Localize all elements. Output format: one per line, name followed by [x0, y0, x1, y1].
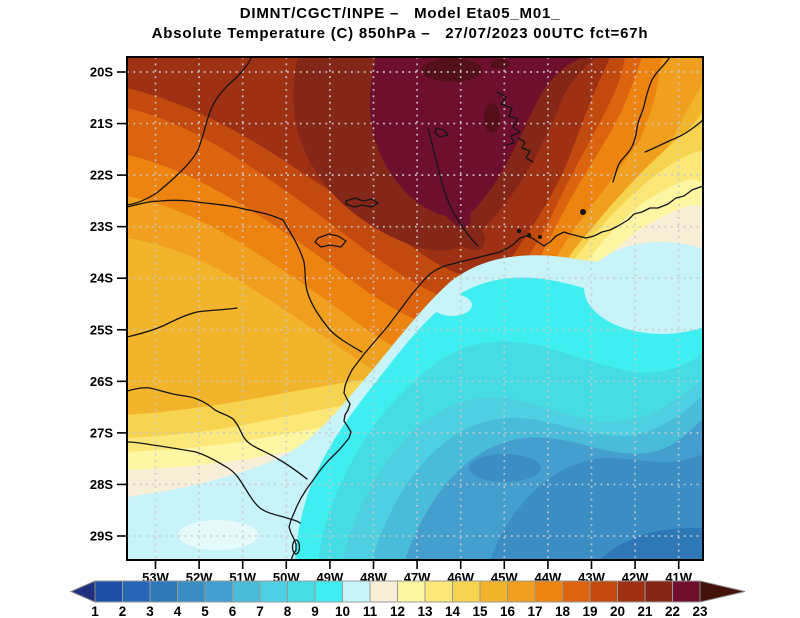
colorbar-cell	[149, 580, 178, 603]
coastal-island-1	[516, 228, 522, 234]
colorbar-right-arrow	[699, 580, 746, 603]
state-border-sc-rs	[127, 441, 301, 524]
colorbar-cell	[177, 580, 206, 603]
colorbar-cell	[617, 580, 646, 603]
colorbar-cell	[369, 580, 398, 603]
colorbar-tick-label: 10	[335, 604, 350, 618]
colorbar-legend: 1 2 3 4 5 6 7 8 9 10 11 12 13 14 15 16 17 18 19 20 21 22 23	[69, 580, 746, 618]
colorbar-tick-label: 6	[229, 604, 237, 618]
colorbar-cell	[589, 580, 618, 603]
colorbar-tick-label: 13	[417, 604, 433, 618]
colorbar-tick-label: 3	[146, 604, 154, 618]
colorbar-tick-label: 18	[555, 604, 571, 618]
colorbar-tick-label: 19	[582, 604, 597, 618]
coastal-light-patch	[178, 520, 258, 550]
temp-band-22-core	[369, 57, 583, 228]
small-lake	[434, 127, 449, 138]
lat-label: 26S	[90, 374, 113, 389]
lat-label: 29S	[90, 528, 113, 543]
colorbar-tick-label: 15	[472, 604, 488, 618]
map-frame	[126, 56, 704, 561]
state-border-es	[644, 119, 703, 153]
colorbar-tick-label: 7	[256, 604, 264, 618]
geography-lines	[127, 57, 703, 560]
coastal-lagoon	[580, 209, 586, 215]
lat-lon-grid	[127, 57, 703, 560]
temp-hotspot-1	[422, 58, 482, 82]
colorbar-tick-label: 4	[174, 604, 182, 618]
colorbar-tick-label: 16	[500, 604, 516, 618]
colorbar-cell	[94, 580, 123, 603]
reservoir-sp-1	[345, 197, 379, 208]
colorbar-tick-label: 20	[610, 604, 625, 618]
state-border-sp-mg-rj	[427, 127, 479, 247]
coastal-island-3	[538, 235, 542, 239]
title-line-1: DIMNT/CGCT/INPE – Model Eta05_M01_	[239, 5, 561, 22]
state-border-sp-pr	[127, 199, 363, 353]
colorbar-cell	[314, 580, 343, 603]
lat-label: 25S	[90, 322, 113, 337]
state-border-pr-sc	[127, 387, 308, 480]
colorbar-tick-label: 12	[390, 604, 405, 618]
temp-band-3	[600, 528, 703, 560]
colorbar-tick-label: 11	[363, 604, 378, 618]
temp-hotspot-2	[490, 59, 510, 69]
lat-label: 21S	[90, 116, 113, 131]
colorbar-cell	[672, 580, 701, 603]
colorbar-tick-label: 8	[284, 604, 292, 618]
colorbar-tick-label: 14	[445, 604, 461, 618]
temp-hotspot-3	[484, 103, 500, 133]
colorbar-cell	[397, 580, 426, 603]
plot-titles: DIMNT/CGCT/INPE – Model Eta05_M01_ Absol…	[0, 4, 800, 44]
colorbar-tick-label: 2	[119, 604, 127, 618]
reservoir-furnas	[496, 91, 521, 146]
state-border-mg-es	[612, 57, 671, 183]
lat-label: 27S	[90, 425, 113, 440]
reservoir-furnas-arm	[517, 137, 534, 163]
reservoir-sp-2	[314, 233, 347, 248]
lat-label: 22S	[90, 168, 113, 183]
colorbar-cell	[452, 580, 481, 603]
state-border-mg-sp	[127, 57, 253, 206]
colorbar-cell	[232, 580, 261, 603]
lat-label: 24S	[90, 271, 113, 286]
colorbar-tick-label: 1	[91, 604, 99, 618]
colorbar-cell	[534, 580, 563, 603]
colorbar-tick-label: 9	[311, 604, 319, 618]
colorbar-cell	[259, 580, 288, 603]
colorbar-cell	[424, 580, 453, 603]
temperature-field	[127, 57, 703, 560]
colorbar-cell	[644, 580, 673, 603]
coastal-island-2	[527, 233, 531, 237]
colorbar-cell	[342, 580, 371, 603]
colorbar-cell	[562, 580, 591, 603]
lat-label: 23S	[90, 219, 113, 234]
lat-label: 28S	[90, 477, 113, 492]
coastline	[288, 185, 703, 560]
colorbar-tick-label: 17	[527, 604, 542, 618]
colorbar-tick-label: 22	[665, 604, 680, 618]
offshore-mild-patch	[584, 242, 703, 334]
colorbar-cell	[204, 580, 233, 603]
colorbar-cell	[122, 580, 151, 603]
island-florianopolis	[291, 539, 301, 555]
colorbar-tick-label: 5	[201, 604, 209, 618]
colorbar-tick-label: 23	[692, 604, 708, 618]
colorbar-cell	[479, 580, 508, 603]
colorbar-left-arrow	[69, 580, 96, 603]
title-line-2: Absolute Temperature (C) 850hPa – 27/07/…	[151, 25, 649, 42]
lat-label: 20S	[90, 65, 113, 80]
colorbar-cell	[507, 580, 536, 603]
colorbar-cell	[287, 580, 316, 603]
offshore-light-spot	[432, 294, 472, 316]
colorbar-tick-label: 21	[637, 604, 653, 618]
state-border-west-pr	[127, 307, 238, 338]
